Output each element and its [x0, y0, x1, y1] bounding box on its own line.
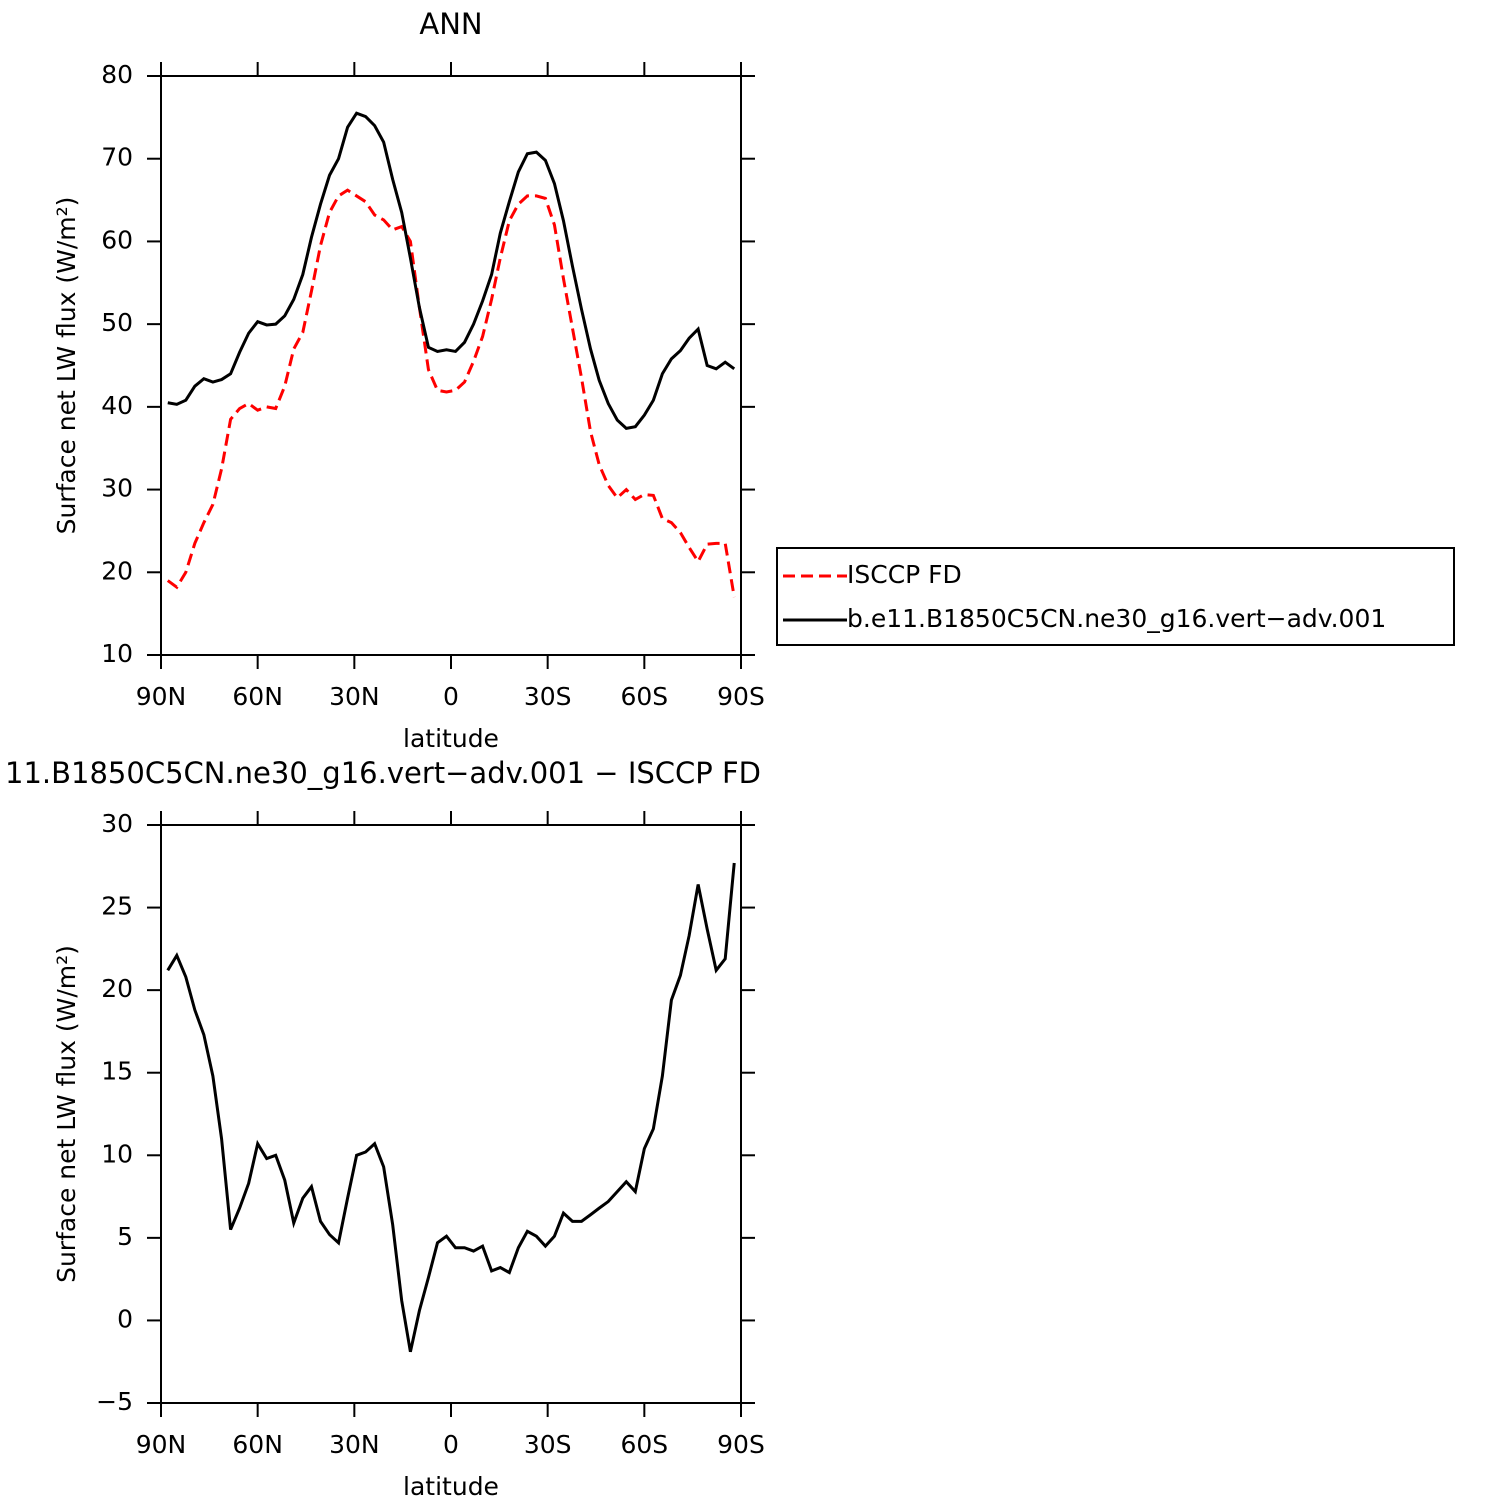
y-tick-label: 30 — [101, 809, 133, 838]
x-tick-label: 30N — [329, 682, 380, 711]
plot-frame — [160, 824, 742, 1404]
x-tick-label: 60S — [620, 1430, 668, 1459]
x-axis-label: latitude — [403, 724, 499, 753]
x-tick-label: 30N — [329, 1430, 380, 1459]
y-tick-label: −5 — [96, 1387, 133, 1416]
data-line — [167, 111, 736, 430]
plot-frame — [160, 75, 742, 656]
x-axis-label: latitude — [403, 1472, 499, 1501]
y-tick-label: 30 — [101, 474, 133, 503]
chart-title: ANN — [419, 7, 482, 41]
y-tick-label: 5 — [117, 1222, 133, 1251]
data-line — [166, 188, 736, 598]
x-tick-label: 90N — [136, 682, 187, 711]
x-tick-label: 30S — [524, 682, 572, 711]
y-tick-label: 10 — [101, 639, 133, 668]
chart-title: 11.B1850C5CN.ne30_g16.vert−adv.001 − ISC… — [5, 756, 761, 790]
legend-label: ISCCP FD — [847, 560, 962, 589]
x-tick-label: 60N — [232, 682, 283, 711]
y-tick-label: 50 — [101, 308, 133, 337]
y-tick-label: 20 — [101, 974, 133, 1003]
x-tick-label: 0 — [443, 682, 459, 711]
y-tick-label: 70 — [101, 143, 133, 172]
legend-label: b.e11.B1850C5CN.ne30_g16.vert−adv.001 — [847, 604, 1386, 633]
data-line — [166, 862, 736, 1353]
x-tick-label: 90S — [717, 682, 765, 711]
x-tick-label: 0 — [443, 1430, 459, 1459]
y-axis-label: Surface net LW flux (W/m²) — [52, 197, 81, 535]
y-tick-label: 10 — [101, 1139, 133, 1168]
y-tick-label: 20 — [101, 556, 133, 585]
x-tick-label: 60N — [232, 1430, 283, 1459]
x-tick-label: 90S — [717, 1430, 765, 1459]
x-tick-label: 90N — [136, 1430, 187, 1459]
x-tick-label: 60S — [620, 682, 668, 711]
y-tick-label: 15 — [101, 1057, 133, 1086]
x-tick-label: 30S — [524, 1430, 572, 1459]
y-axis-label: Surface net LW flux (W/m²) — [52, 945, 81, 1283]
legend-box — [776, 547, 1455, 646]
y-tick-label: 40 — [101, 391, 133, 420]
y-tick-label: 25 — [101, 892, 133, 921]
y-tick-label: 0 — [117, 1304, 133, 1333]
y-tick-label: 80 — [101, 60, 133, 89]
y-tick-label: 60 — [101, 225, 133, 254]
